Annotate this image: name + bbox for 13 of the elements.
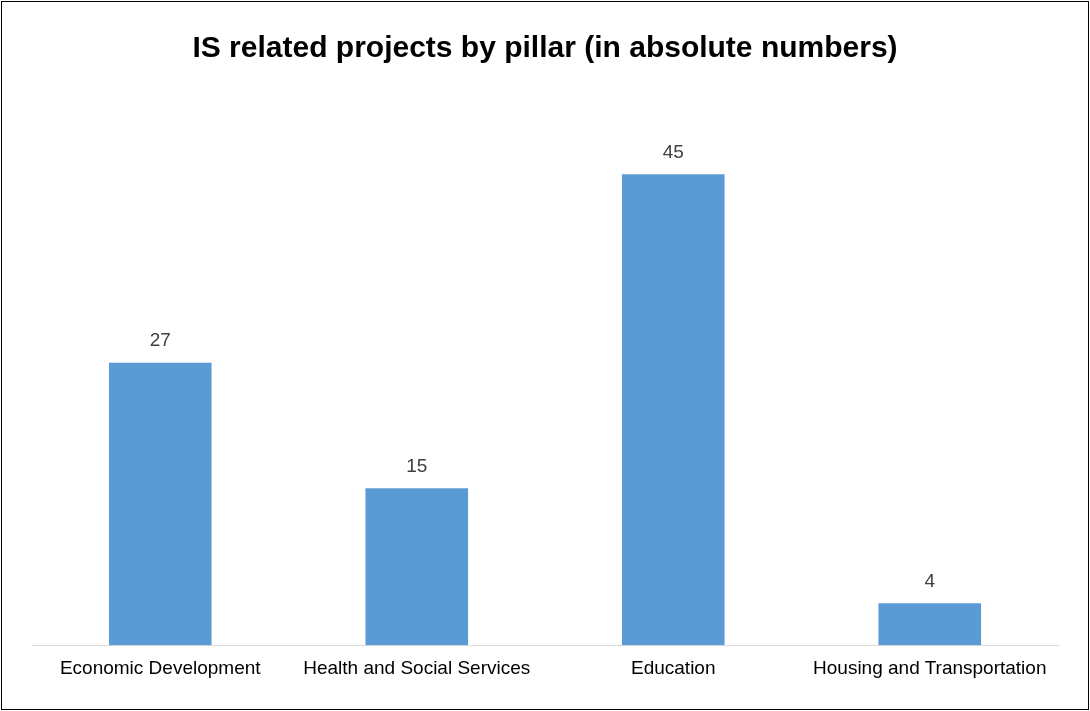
x-tick-label: Health and Social Services — [303, 656, 531, 678]
data-label: 4 — [924, 570, 936, 592]
bar — [108, 362, 212, 646]
x-tick-label: Education — [630, 656, 716, 678]
data-label: 15 — [406, 454, 428, 476]
chart-title: IS related projects by pillar (in absolute numbers) — [191, 30, 899, 64]
data-label: 45 — [662, 141, 684, 163]
x-tick-label: Housing and Transportation — [813, 656, 1047, 678]
x-tick-label: Economic Development — [59, 656, 262, 678]
bar — [365, 488, 469, 646]
data-label: 27 — [149, 329, 171, 351]
bar — [878, 603, 982, 646]
bar — [621, 174, 725, 646]
